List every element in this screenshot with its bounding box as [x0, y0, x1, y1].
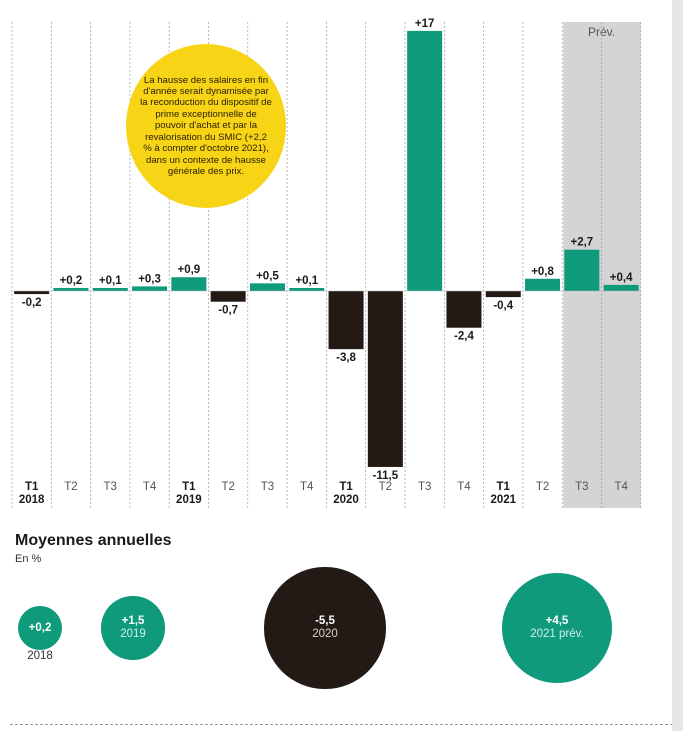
bar [53, 287, 89, 291]
bar-value-label: -2,4 [454, 331, 474, 343]
bar [92, 288, 128, 291]
quarter-tick-label: T3 [418, 481, 431, 493]
bar-value-label: +0,3 [138, 273, 161, 285]
quarter-tick-label: T1 [182, 481, 196, 493]
bar-value-label: -0,2 [22, 297, 42, 309]
bar [485, 291, 521, 298]
quarter-tick-label: T3 [575, 481, 588, 493]
annual-bubble: -5,5 2020 [264, 567, 386, 689]
bubble-value: +0,2 [28, 622, 52, 634]
quarter-tick-label: T2 [536, 481, 549, 493]
bar-value-label: +0,5 [256, 270, 279, 282]
bar [289, 288, 325, 291]
bar-value-label: +0,2 [60, 275, 83, 287]
bar [564, 249, 600, 291]
bar [132, 286, 168, 291]
bubble-year: 2019 [120, 628, 146, 641]
annual-averages-unit: En % [15, 553, 42, 565]
quarter-tick-label: T4 [300, 481, 314, 493]
quarter-tick-label: T4 [143, 481, 157, 493]
bar-value-label: +2,7 [570, 237, 593, 249]
annual-bubble: +4,5 2021 prév. [502, 573, 612, 683]
bar [367, 291, 403, 467]
bubble-year: 2021 prév. [530, 628, 584, 641]
quarter-tick-label: T4 [457, 481, 471, 493]
bubble-year: 2020 [312, 628, 338, 641]
year-tick-label: 2019 [176, 494, 202, 506]
bar [525, 278, 561, 291]
bar [14, 291, 50, 295]
bubble-value: +1,5 [121, 615, 145, 628]
year-tick-label: 2020 [333, 494, 359, 506]
annual-averages-title: Moyennes annuelles [15, 532, 172, 549]
bar-value-label: +0,1 [99, 275, 122, 287]
quarter-tick-label: T4 [614, 481, 628, 493]
bar-value-label: +0,4 [610, 272, 633, 284]
bar-value-label: +0,1 [295, 275, 318, 287]
quarter-tick-label: T1 [25, 481, 39, 493]
bubble-year: 2018 [27, 650, 53, 662]
bar-value-label: -3,8 [336, 352, 356, 364]
quarterly-bar-chart: Prév. -0,2+0,2 +0,1 +0,3+0,9-0,7+0,5 +0,1-3… [11, 18, 642, 508]
quarter-tick-label: T1 [339, 481, 353, 493]
quarter-tick-label: T3 [261, 481, 274, 493]
bar [603, 284, 639, 291]
annual-bubble: +1,5 2019 [101, 596, 165, 660]
bubble-value: +4,5 [545, 615, 569, 628]
quarter-tick-label: T2 [64, 481, 77, 493]
year-tick-label: 2018 [19, 494, 45, 506]
year-tick-label: 2021 [490, 494, 516, 506]
bar [171, 277, 207, 291]
bar-value-label: +0,8 [531, 266, 554, 278]
quarter-tick-label: T2 [379, 481, 392, 493]
page-edge-strip [672, 0, 683, 731]
annual-bubble: +0,2 [18, 606, 62, 650]
annotation-bubble: La hausse des salaires en fin d'année se… [126, 44, 286, 208]
bar [249, 283, 285, 291]
quarter-tick-label: T2 [221, 481, 234, 493]
bar-value-label: +0,9 [177, 264, 200, 276]
bar [446, 291, 482, 328]
bar-value-label: -0,7 [218, 305, 238, 317]
bar [407, 30, 443, 292]
bar-value-label: -11,5 [373, 470, 399, 482]
bottom-divider [10, 724, 678, 725]
bubble-value: -5,5 [315, 615, 335, 628]
bar [328, 291, 364, 350]
bar-value-label: +17 [415, 18, 435, 30]
annotation-text: La hausse des salaires en fin d'année se… [140, 74, 272, 177]
bar [210, 291, 246, 302]
quarter-tick-label: T1 [497, 481, 511, 493]
quarter-tick-label: T3 [104, 481, 117, 493]
bar-value-label: -0,4 [493, 300, 513, 312]
